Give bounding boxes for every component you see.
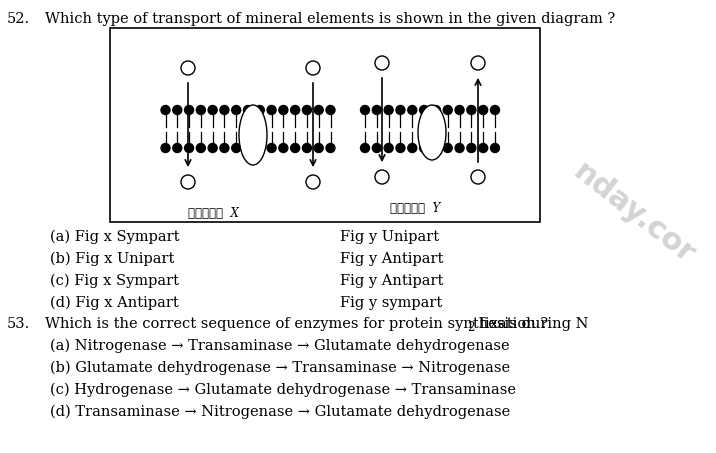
Circle shape (432, 106, 440, 115)
Ellipse shape (418, 105, 446, 160)
Circle shape (256, 144, 264, 153)
Circle shape (471, 56, 485, 70)
Text: 53.: 53. (7, 317, 30, 331)
Text: Fig y Antipart: Fig y Antipart (340, 252, 443, 266)
Text: Fig y Unipart: Fig y Unipart (340, 230, 439, 244)
Text: Fig y sympart: Fig y sympart (340, 296, 442, 310)
Circle shape (408, 144, 417, 153)
Text: (c) Fig x Sympart: (c) Fig x Sympart (50, 274, 179, 289)
Circle shape (243, 144, 253, 153)
Circle shape (306, 61, 320, 75)
Circle shape (467, 106, 476, 115)
Circle shape (408, 106, 417, 115)
Circle shape (314, 106, 323, 115)
Text: (d) Fig x Antipart: (d) Fig x Antipart (50, 296, 179, 310)
Text: आकृति  X: आकृति X (188, 207, 239, 220)
Circle shape (208, 144, 217, 153)
Circle shape (375, 56, 389, 70)
Circle shape (208, 106, 217, 115)
Bar (110, 28, 540, 222)
Circle shape (181, 61, 195, 75)
Text: (a) Fig x Sympart: (a) Fig x Sympart (50, 230, 180, 244)
Text: (b) Fig x Unipart: (b) Fig x Unipart (50, 252, 175, 266)
Circle shape (471, 170, 485, 184)
Ellipse shape (239, 105, 267, 165)
Circle shape (314, 144, 323, 153)
Circle shape (291, 144, 299, 153)
Text: Which is the correct sequence of enzymes for protein synthesis during N: Which is the correct sequence of enzymes… (45, 317, 589, 331)
Circle shape (443, 144, 453, 153)
Circle shape (243, 106, 253, 115)
Circle shape (479, 144, 488, 153)
Circle shape (432, 144, 440, 153)
Circle shape (455, 106, 464, 115)
Circle shape (161, 106, 170, 115)
Circle shape (173, 144, 182, 153)
Circle shape (232, 106, 241, 115)
Circle shape (326, 144, 335, 153)
Circle shape (302, 144, 311, 153)
Text: nday.cor: nday.cor (567, 157, 700, 269)
Circle shape (396, 144, 405, 153)
Circle shape (267, 144, 276, 153)
Text: Fig y Antipart: Fig y Antipart (340, 274, 443, 288)
Circle shape (232, 144, 241, 153)
Circle shape (372, 144, 382, 153)
Circle shape (443, 106, 453, 115)
Circle shape (375, 170, 389, 184)
Circle shape (161, 144, 170, 153)
Text: आकृति  Y: आकृति Y (390, 202, 440, 215)
Circle shape (291, 106, 299, 115)
Text: fixation ?: fixation ? (475, 317, 548, 331)
Circle shape (372, 106, 382, 115)
Circle shape (396, 106, 405, 115)
Circle shape (196, 144, 205, 153)
Circle shape (490, 106, 500, 115)
Circle shape (185, 144, 193, 153)
Circle shape (360, 106, 369, 115)
Text: (c) Hydrogenase → Glutamate dehydrogenase → Transaminase: (c) Hydrogenase → Glutamate dehydrogenas… (50, 383, 516, 397)
Circle shape (196, 106, 205, 115)
Circle shape (220, 106, 229, 115)
Circle shape (490, 144, 500, 153)
Circle shape (479, 106, 488, 115)
Circle shape (279, 106, 288, 115)
Circle shape (384, 106, 393, 115)
Circle shape (185, 106, 193, 115)
Text: Which type of transport of mineral elements is shown in the given diagram ?: Which type of transport of mineral eleme… (45, 12, 615, 26)
Text: 2: 2 (468, 321, 475, 334)
Circle shape (220, 144, 229, 153)
Circle shape (326, 106, 335, 115)
Circle shape (302, 106, 311, 115)
Circle shape (181, 175, 195, 189)
Text: (d) Transaminase → Nitrogenase → Glutamate dehydrogenase: (d) Transaminase → Nitrogenase → Glutama… (50, 405, 511, 419)
Text: 52.: 52. (7, 12, 30, 26)
Circle shape (306, 175, 320, 189)
Circle shape (256, 106, 264, 115)
Circle shape (420, 144, 429, 153)
Text: (a) Nitrogenase → Transaminase → Glutamate dehydrogenase: (a) Nitrogenase → Transaminase → Glutama… (50, 339, 510, 353)
Circle shape (384, 144, 393, 153)
Circle shape (360, 144, 369, 153)
Circle shape (173, 106, 182, 115)
Circle shape (455, 144, 464, 153)
Circle shape (420, 106, 429, 115)
Circle shape (467, 144, 476, 153)
Circle shape (267, 106, 276, 115)
Text: (b) Glutamate dehydrogenase → Transaminase → Nitrogenase: (b) Glutamate dehydrogenase → Transamina… (50, 361, 510, 376)
Circle shape (279, 144, 288, 153)
